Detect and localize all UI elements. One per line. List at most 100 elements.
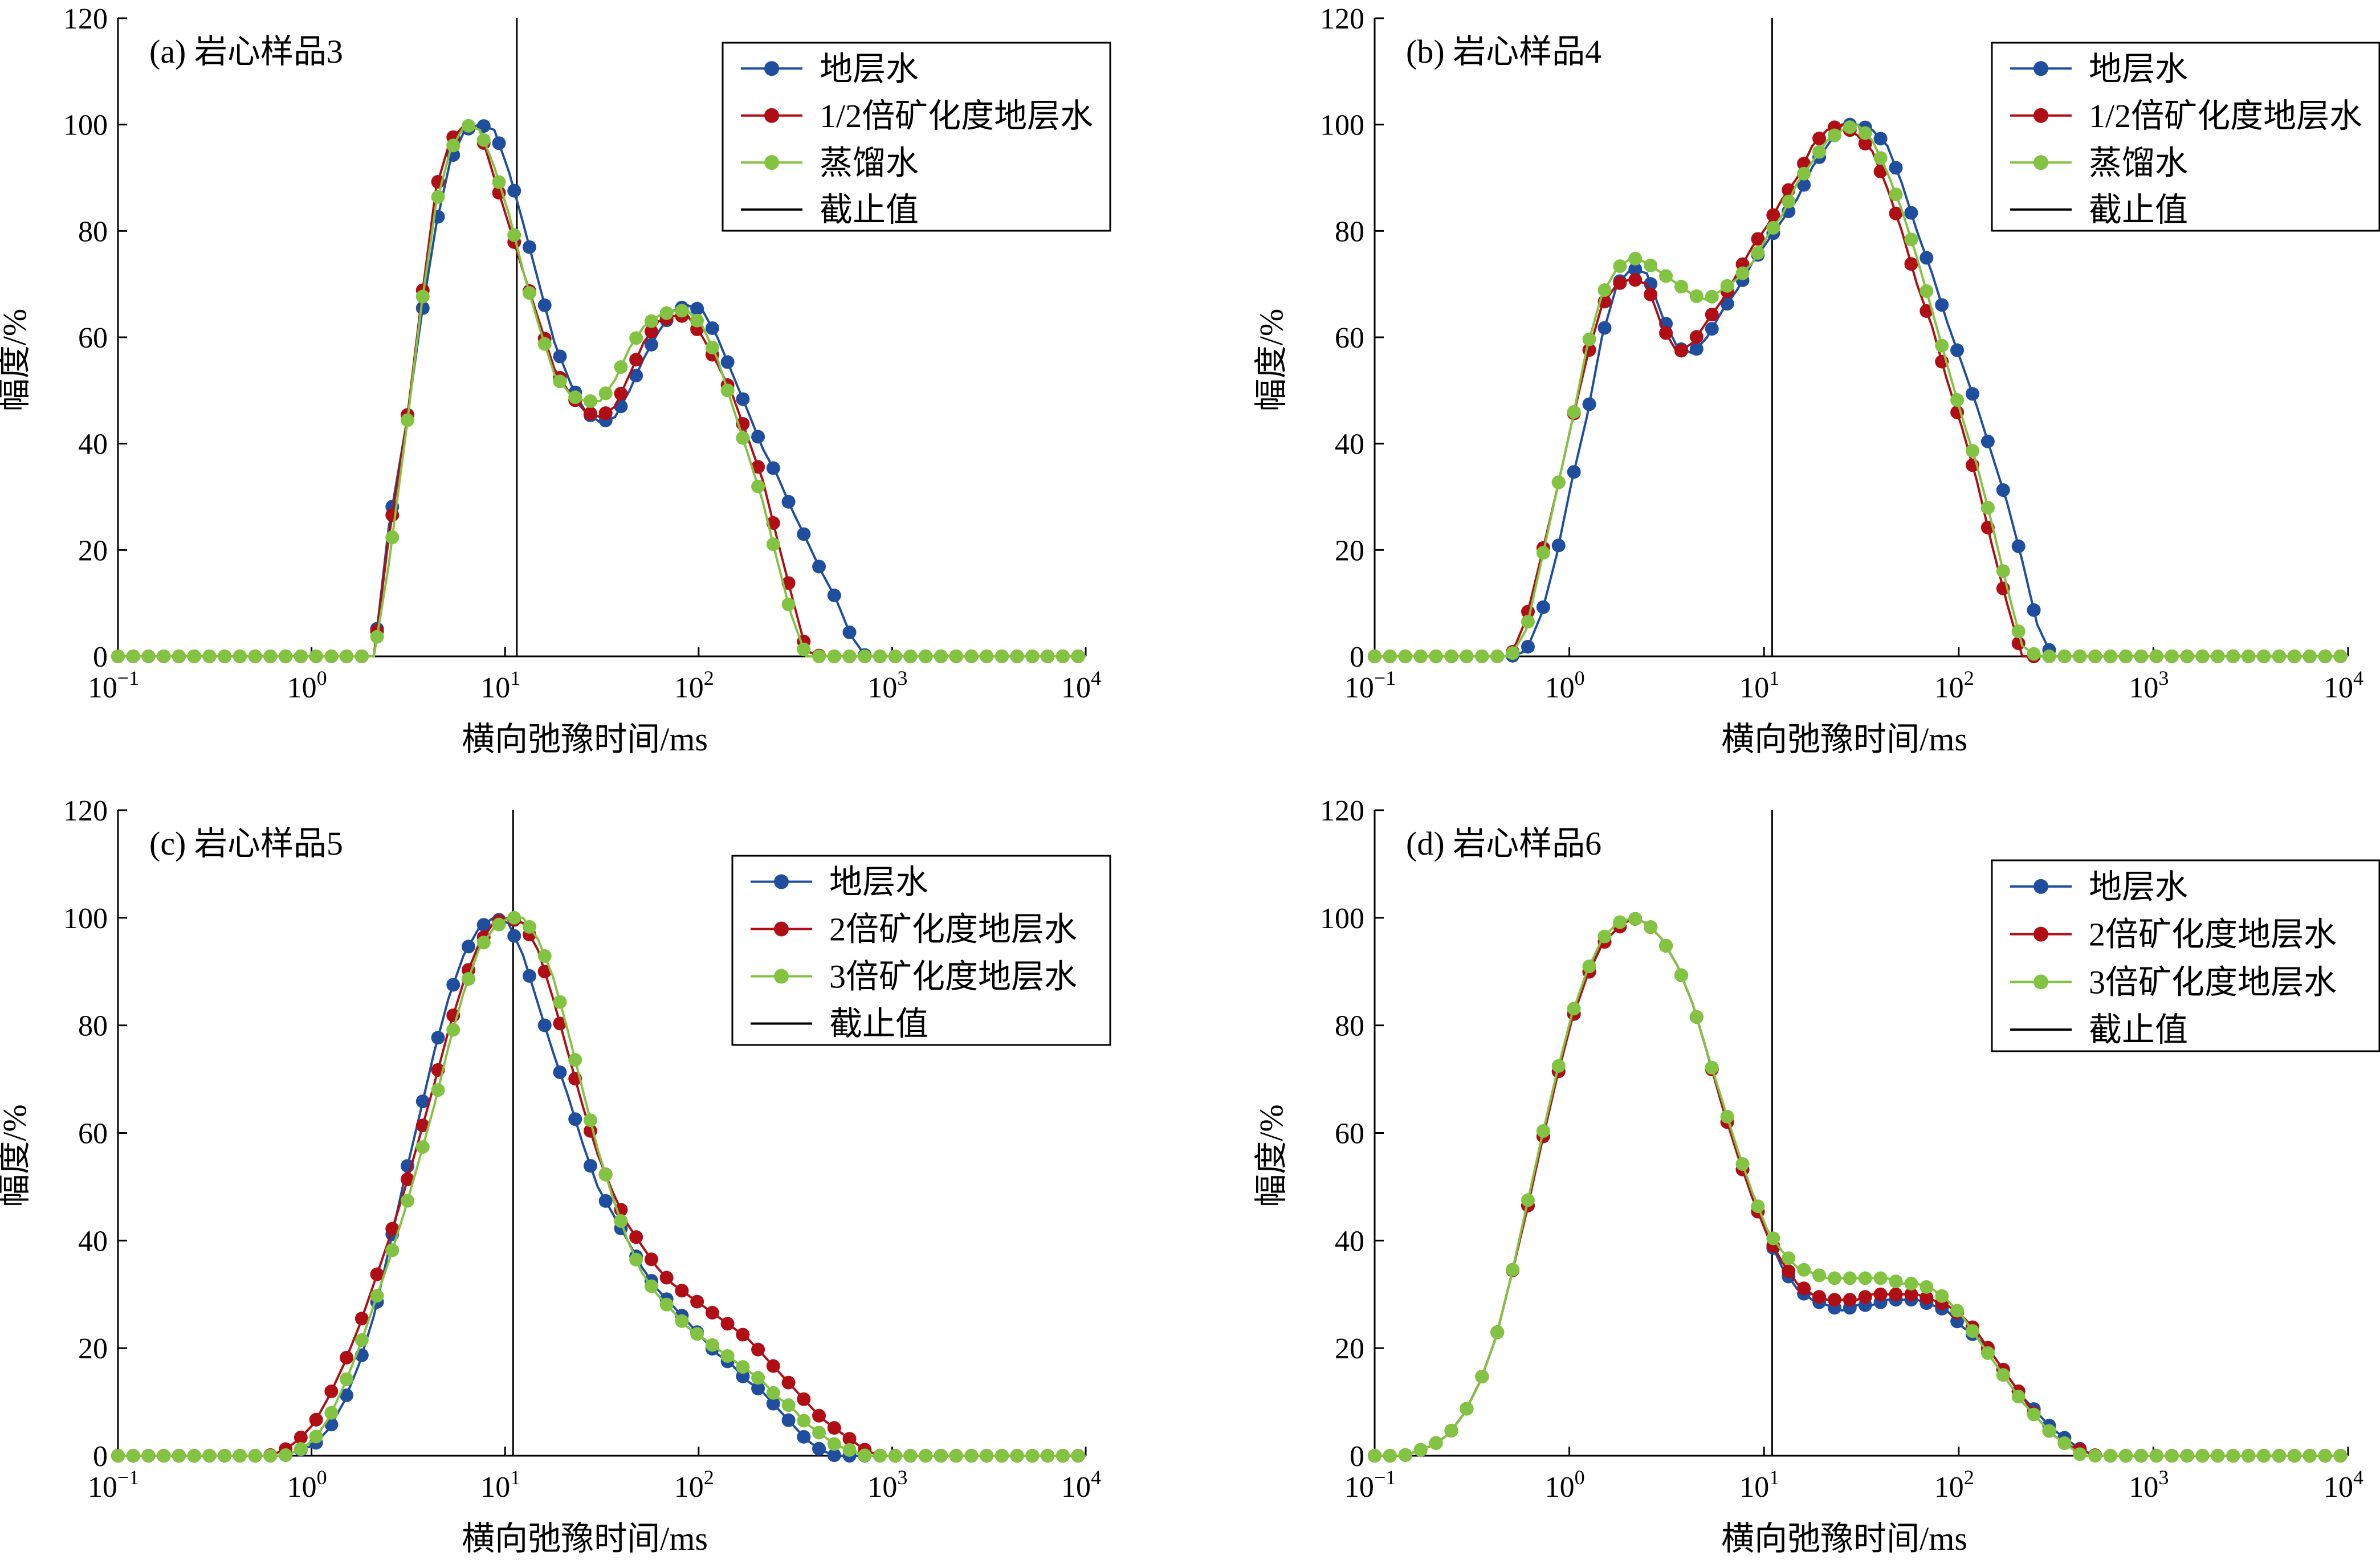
legend-swatch-marker [764, 108, 779, 123]
data-point [949, 650, 963, 663]
data-point [2287, 650, 2301, 663]
data-point [172, 1449, 186, 1463]
data-point [492, 136, 506, 150]
data-point [157, 650, 171, 663]
data-point [1674, 968, 1688, 982]
y-tick-label: 120 [1320, 795, 1364, 827]
data-point [187, 650, 201, 663]
data-point [644, 1252, 658, 1267]
x-tick-label: 10−1 [88, 1466, 139, 1504]
data-point [476, 918, 491, 932]
y-tick-label: 20 [78, 534, 108, 567]
data-point [2011, 624, 2026, 639]
data-point [736, 1360, 750, 1374]
data-point [1920, 251, 1934, 265]
data-point [126, 650, 140, 663]
y-tick-label: 40 [78, 1225, 108, 1257]
data-point [766, 1359, 780, 1373]
y-tick-label: 40 [1335, 1225, 1364, 1257]
data-point [172, 650, 186, 663]
legend-swatch-marker [764, 61, 779, 76]
data-point [1475, 650, 1489, 663]
y-axis-title: 幅度/% [1253, 309, 1290, 411]
data-point [507, 910, 521, 925]
data-point [1858, 1290, 1872, 1304]
data-point [1010, 1449, 1024, 1463]
data-point [2088, 1449, 2102, 1463]
data-point [1010, 650, 1024, 663]
data-point [980, 650, 994, 663]
data-point [2011, 1390, 2026, 1404]
legend-label: 地层水 [2089, 868, 2188, 905]
y-tick-label: 0 [93, 641, 108, 673]
data-point [2257, 650, 2271, 663]
data-point [2333, 1449, 2348, 1463]
series-line [118, 916, 1086, 1457]
data-point [1735, 266, 1750, 280]
data-point [705, 1305, 719, 1320]
y-tick-label: 60 [78, 1118, 108, 1150]
data-point [1966, 1324, 1980, 1338]
data-point [1659, 269, 1673, 283]
data-point [751, 1342, 765, 1357]
data-point [324, 1406, 339, 1420]
data-point [1383, 1449, 1397, 1463]
legend-box [1991, 859, 2380, 1052]
legend-label: 地层水 [2089, 50, 2188, 87]
data-point [2211, 650, 2225, 663]
data-point [1659, 326, 1673, 340]
data-point [1689, 342, 1704, 356]
data-point [675, 1314, 689, 1328]
data-point [1071, 1449, 1085, 1463]
data-point [2165, 1449, 2179, 1463]
data-point [279, 650, 293, 663]
y-tick-label: 0 [1350, 641, 1364, 673]
data-point [324, 1385, 339, 1399]
data-point [1597, 321, 1612, 335]
data-point [1628, 252, 1643, 266]
data-point [1904, 206, 1918, 220]
data-point [1812, 1268, 1827, 1283]
y-tick-label: 20 [1335, 1333, 1364, 1365]
legend-label: 1/2倍矿化度地层水 [820, 97, 1093, 134]
data-point [1536, 600, 1550, 614]
data-point [111, 650, 125, 663]
data-point [766, 537, 780, 552]
legend-swatch-marker [764, 155, 779, 170]
data-point [1751, 232, 1765, 246]
data-point [1413, 650, 1428, 663]
data-point [812, 1408, 826, 1423]
data-point [354, 650, 369, 663]
data-point [1858, 126, 1872, 140]
x-tick-label: 10−1 [88, 667, 139, 704]
data-point [1797, 178, 1811, 192]
data-point [294, 1430, 308, 1444]
data-point [720, 355, 735, 369]
data-point [507, 929, 521, 943]
y-tick-label: 100 [1320, 109, 1364, 142]
y-tick-label: 120 [63, 795, 108, 827]
data-point [309, 1412, 323, 1427]
data-point [583, 394, 597, 408]
data-point [2318, 650, 2332, 663]
data-point [1567, 1002, 1581, 1016]
data-point [766, 461, 780, 475]
data-point [1873, 1287, 1888, 1301]
x-tick-label: 100 [1545, 667, 1585, 704]
data-point [1413, 1443, 1428, 1457]
data-point [1628, 262, 1643, 276]
data-point [766, 1396, 780, 1411]
data-point [2333, 650, 2348, 663]
data-point [751, 1371, 765, 1385]
data-point [309, 1430, 323, 1444]
legend-box [1991, 42, 2380, 232]
data-point [690, 301, 704, 316]
y-tick-label: 20 [78, 1333, 108, 1365]
data-point [537, 298, 552, 312]
data-point [583, 1113, 597, 1128]
panel-title: (c) 岩心样品5 [149, 825, 343, 862]
x-axis-title: 横向弛豫时间/ms [1721, 1520, 1967, 1557]
data-point [1920, 284, 1934, 299]
data-point [751, 430, 765, 444]
